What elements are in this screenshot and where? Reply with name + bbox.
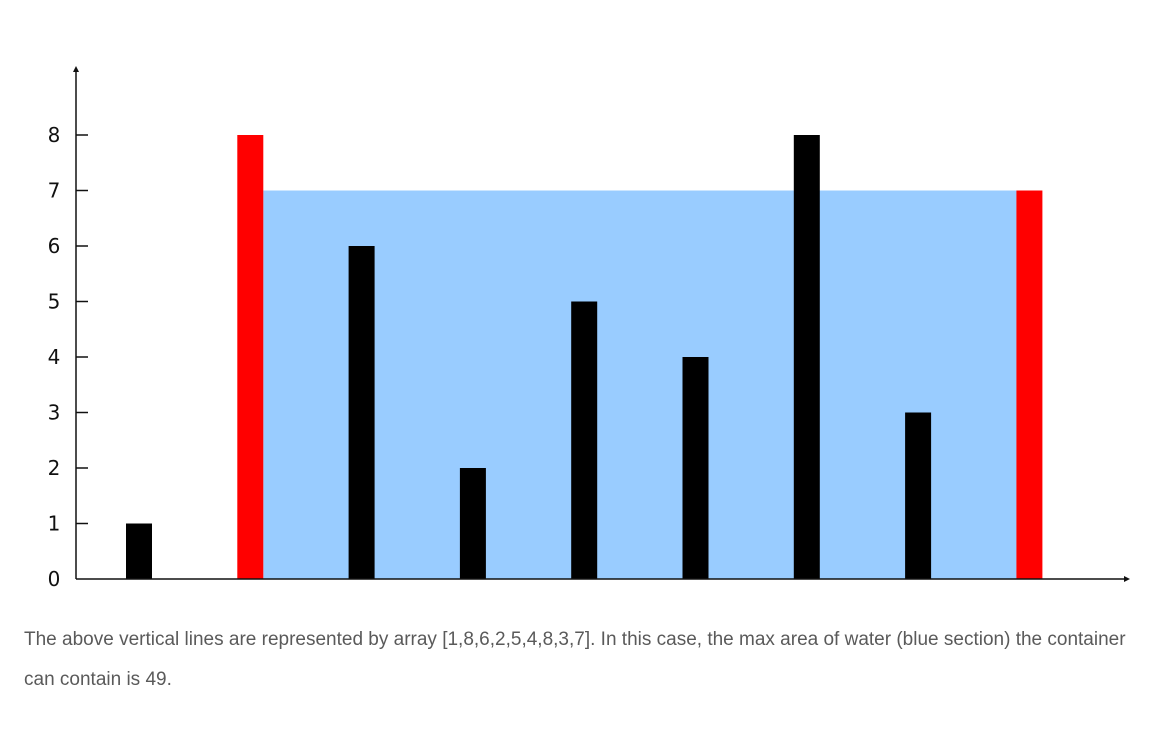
y-tick-label: 0	[48, 567, 61, 591]
bar	[682, 357, 709, 579]
x-axis-arrow	[1124, 576, 1130, 582]
container-wall-bar	[237, 135, 264, 579]
y-tick-label: 3	[48, 401, 61, 425]
bar	[126, 523, 152, 579]
bar	[905, 412, 932, 579]
y-tick-label: 7	[48, 179, 61, 203]
container-wall-bar	[1016, 190, 1043, 579]
y-tick-label: 5	[48, 290, 61, 314]
bar	[348, 246, 375, 579]
bar	[793, 135, 820, 579]
water-area	[263, 190, 1017, 579]
y-tick-label: 8	[48, 123, 61, 147]
y-tick-label: 6	[48, 234, 61, 258]
chart-caption: The above vertical lines are represented…	[24, 629, 1126, 690]
water-container-chart: 0 1 2 3 4 5 6 7 8	[48, 66, 1130, 591]
y-axis-arrow	[73, 66, 79, 72]
y-tick-label: 2	[48, 456, 61, 480]
y-tick-label: 4	[48, 345, 61, 369]
bar	[459, 468, 486, 579]
bar	[571, 301, 598, 579]
y-tick-label: 1	[48, 512, 61, 536]
